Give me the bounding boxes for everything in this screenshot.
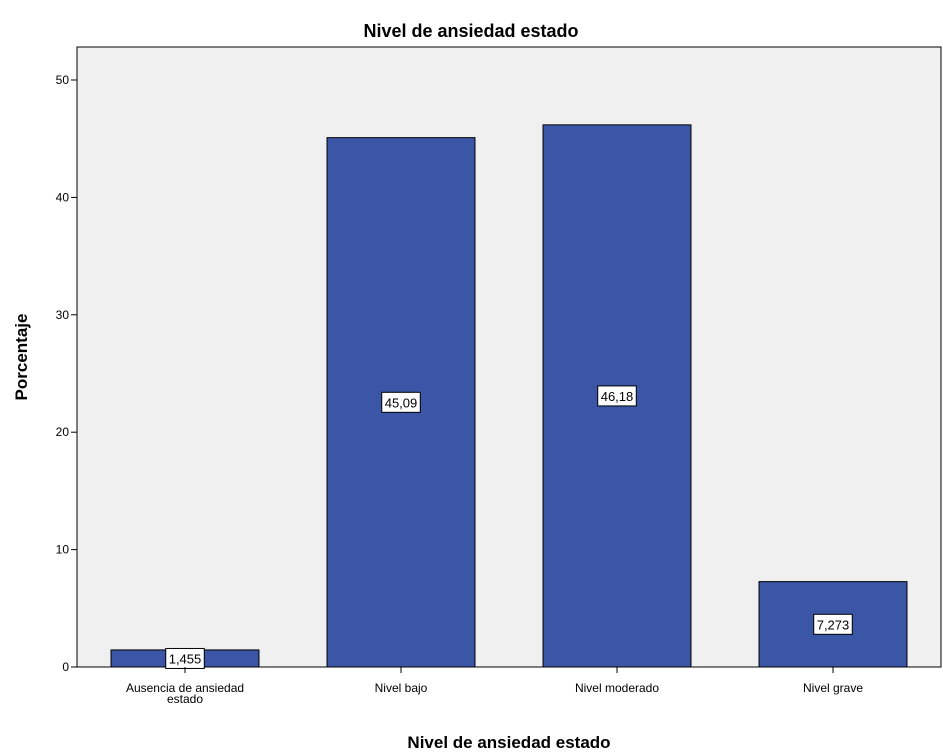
chart-title: Nivel de ansiedad estado — [363, 21, 578, 41]
x-tick-label: Nivel moderado — [575, 681, 659, 695]
y-axis-title: Porcentaje — [12, 314, 31, 401]
y-axis: 0 10 20 30 40 50 — [56, 73, 77, 674]
data-label-text: 1,455 — [169, 651, 202, 666]
x-tick-label: Nivel grave — [803, 681, 863, 695]
x-tick-label: Ausencia de ansiedad — [126, 681, 244, 695]
y-tick-label: 50 — [56, 73, 70, 87]
data-label-box — [381, 391, 421, 413]
value-labels: 1,455 45,09 46,18 7,273 — [165, 385, 853, 669]
data-label: 7,273 — [813, 613, 853, 635]
y-tick-label: 10 — [56, 543, 70, 557]
data-label-text: 7,273 — [817, 617, 850, 632]
x-tick-label: Nivel bajo — [375, 681, 428, 695]
y-tick-label: 0 — [62, 660, 69, 674]
data-label-box — [597, 385, 637, 407]
y-tick-label: 40 — [56, 190, 70, 204]
data-label-text: 46,18 — [601, 389, 634, 404]
data-label: 46,18 — [597, 385, 637, 407]
data-label-box — [813, 613, 853, 635]
data-label: 45,09 — [381, 391, 421, 413]
plot-area — [76, 46, 942, 668]
data-label-text: 45,09 — [385, 395, 418, 410]
y-tick-label: 30 — [56, 308, 70, 322]
x-axis-title: Nivel de ansiedad estado — [407, 733, 610, 752]
x-tick-label: estado — [167, 692, 203, 706]
data-label: 1,455 — [165, 647, 205, 669]
y-tick-label: 20 — [56, 425, 70, 439]
